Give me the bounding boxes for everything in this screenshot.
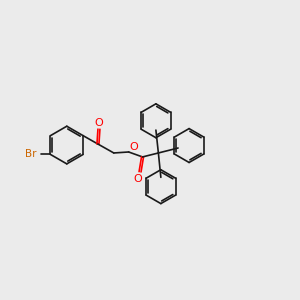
Text: O: O [134,174,142,184]
Text: O: O [94,118,103,128]
Text: O: O [129,142,138,152]
Text: Br: Br [25,149,37,160]
